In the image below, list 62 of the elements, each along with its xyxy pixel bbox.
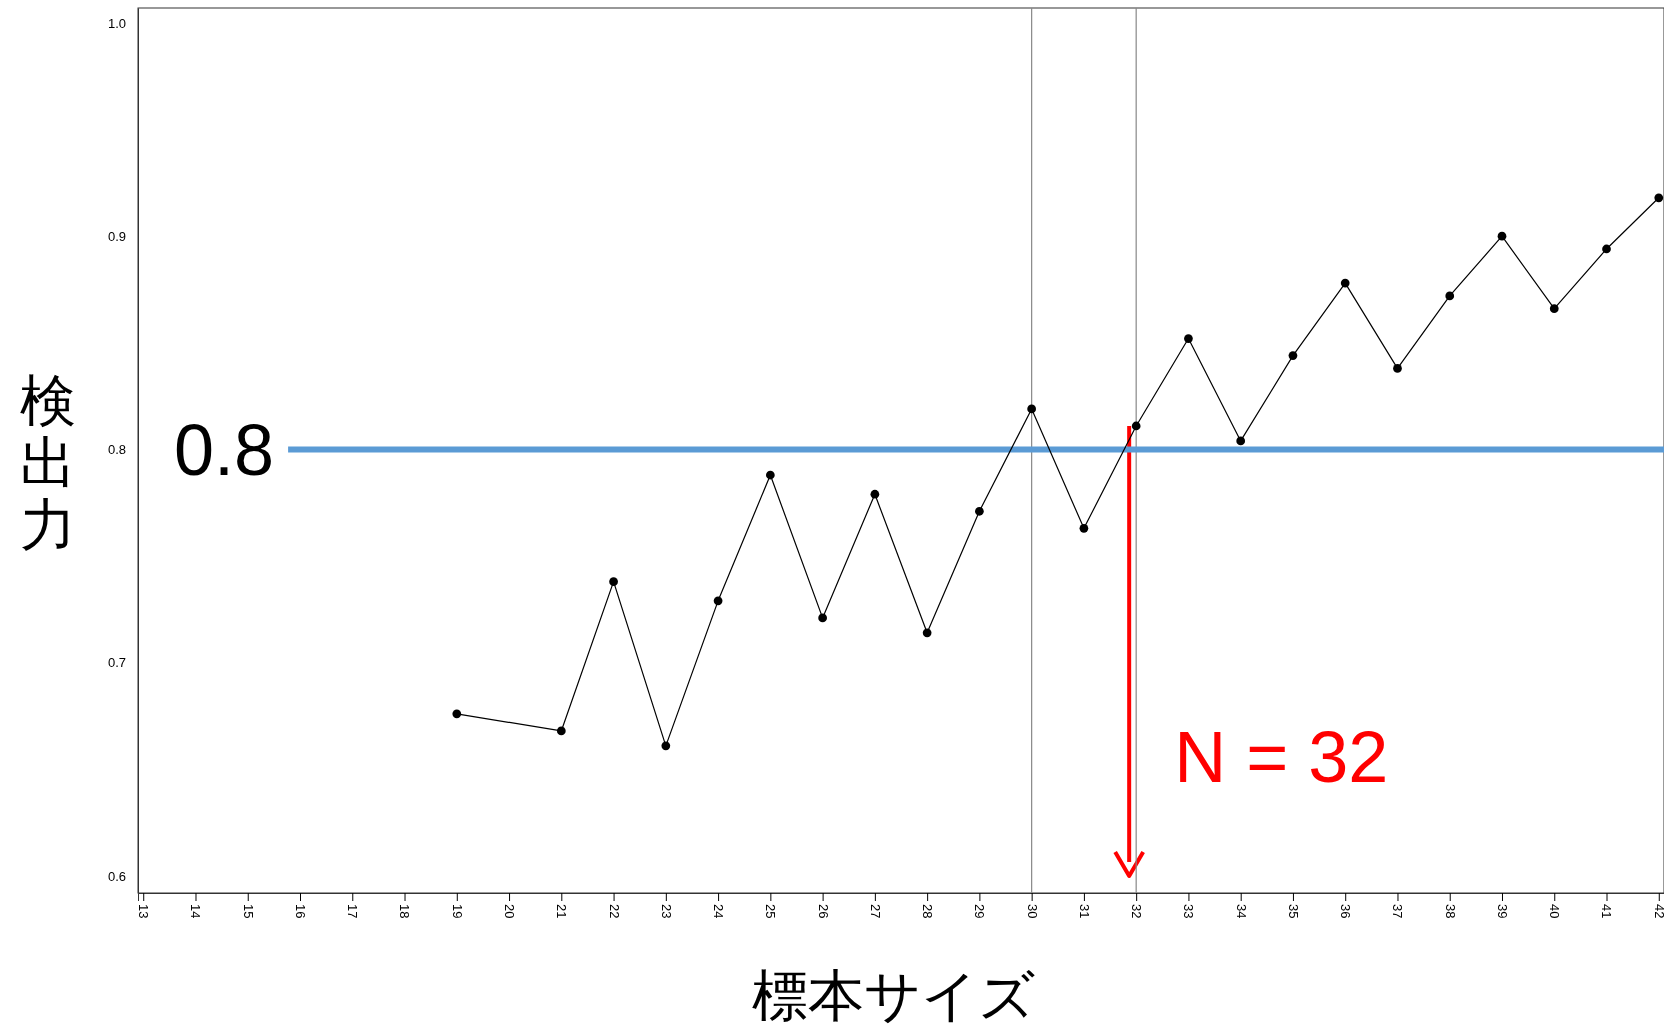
point (1445, 291, 1455, 301)
point (713, 596, 723, 606)
x-tick-label: 16 (292, 904, 308, 919)
x-tick-label: 25 (763, 904, 779, 919)
point (1549, 304, 1559, 314)
point (1027, 404, 1037, 414)
x-tick-label: 28 (920, 904, 936, 919)
y-tick-label: 1.0 (107, 15, 126, 31)
point (975, 506, 984, 516)
x-tick-label: 42 (1651, 904, 1664, 919)
x-tick-label: 31 (1076, 904, 1092, 919)
annotation: N = 32 (1174, 716, 1389, 797)
x-tick-label: 39 (1494, 904, 1510, 919)
point (922, 628, 932, 638)
point (1184, 334, 1193, 343)
point (1654, 193, 1664, 203)
x-axis-title: 標本サイズ (751, 963, 1035, 1025)
x-tick-label: 15 (240, 904, 256, 919)
x-tick-label: 24 (711, 904, 727, 919)
x-tick-label: 14 (188, 904, 204, 919)
x-tick-label: 20 (502, 904, 517, 919)
x-tick-label: 33 (1181, 904, 1197, 919)
point (870, 489, 880, 499)
point (661, 741, 671, 751)
y-tick-label: 0.9 (107, 228, 126, 244)
x-tick-label: 34 (1233, 904, 1249, 919)
x-tick-label: 37 (1390, 904, 1406, 919)
x-tick-label: 40 (1547, 904, 1563, 919)
x-tick-label: 29 (972, 904, 988, 919)
point (765, 470, 775, 480)
point (1079, 523, 1089, 533)
y-tick-label: 0.7 (107, 655, 126, 671)
y-tick-label: 0.8 (107, 442, 126, 458)
y-tick-label: 0.6 (107, 868, 126, 884)
x-tick-label: 23 (658, 904, 674, 919)
x-tick-label: 41 (1599, 904, 1615, 919)
x-tick-label: 21 (554, 904, 570, 919)
ref-line-label: 0.8 (174, 409, 275, 490)
point (1131, 421, 1141, 431)
point (1602, 244, 1611, 254)
point (609, 577, 618, 587)
x-tick-label: 36 (1338, 904, 1354, 919)
x-tick-label: 27 (867, 904, 883, 919)
x-tick-label: 19 (449, 904, 465, 919)
point (1497, 231, 1507, 241)
point (556, 726, 566, 736)
x-tick-label: 35 (1285, 904, 1301, 919)
point (1393, 364, 1402, 373)
x-tick-label: 18 (397, 904, 413, 919)
point (1288, 351, 1298, 360)
y-axis-title: 検出力 (20, 368, 76, 557)
point (452, 709, 462, 719)
x-tick-label: 22 (606, 904, 622, 919)
x-tick-label: 26 (815, 904, 831, 919)
x-tick-label: 38 (1442, 904, 1458, 919)
x-tick-label: 32 (1129, 904, 1145, 919)
point (818, 613, 827, 623)
x-tick-label: 17 (345, 904, 361, 919)
point (1236, 436, 1246, 446)
x-tick-label: 13 (136, 904, 152, 919)
x-tick-label: 30 (1024, 904, 1040, 919)
point (1340, 278, 1350, 288)
